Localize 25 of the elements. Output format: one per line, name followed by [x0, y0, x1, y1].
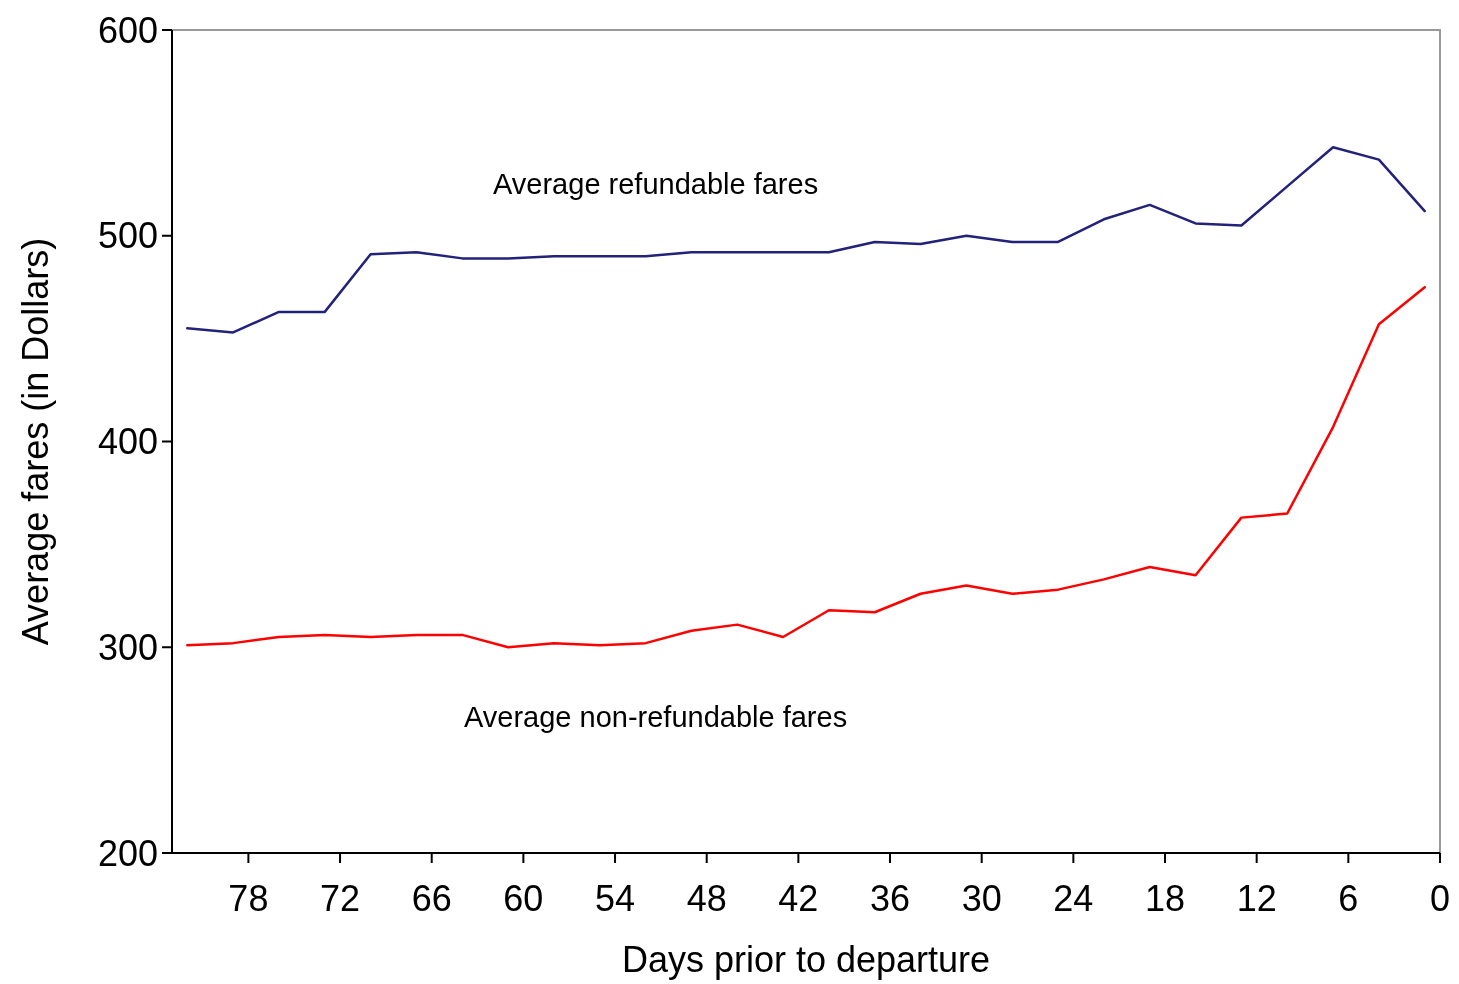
- x-tick-label: 48: [686, 878, 727, 919]
- x-tick-label: 60: [503, 878, 544, 919]
- y-tick-label: 400: [97, 421, 158, 463]
- series-label: Average refundable fares: [493, 168, 819, 201]
- x-axis-title: Days prior to departure: [621, 939, 991, 980]
- x-tick-label: 54: [595, 878, 636, 919]
- line-series: [186, 285, 1426, 649]
- x-tick-label: 42: [778, 878, 819, 919]
- y-tick-label: 200: [97, 832, 158, 874]
- y-tick-label: 300: [97, 626, 158, 668]
- x-tick-label: 30: [961, 878, 1002, 919]
- y-axis-title: Average fares (in Dollars): [15, 237, 56, 646]
- x-tick-label: 12: [1236, 878, 1277, 919]
- line-series: [186, 146, 1426, 334]
- text: Average non-refundable fares: [464, 701, 848, 734]
- y-tick-label: 500: [97, 215, 158, 257]
- y-tick-label: 600: [97, 9, 158, 51]
- x-tick-label: 36: [870, 878, 911, 919]
- x-tick-label: 6: [1338, 878, 1359, 919]
- x-tick-label: 0: [1429, 878, 1451, 919]
- x-tick-label: 66: [411, 878, 452, 919]
- x-tick-label: 78: [228, 878, 269, 919]
- x-tick-label: 72: [320, 878, 361, 919]
- x-tick-label: 24: [1053, 878, 1094, 919]
- x-tick-label: 18: [1144, 878, 1186, 919]
